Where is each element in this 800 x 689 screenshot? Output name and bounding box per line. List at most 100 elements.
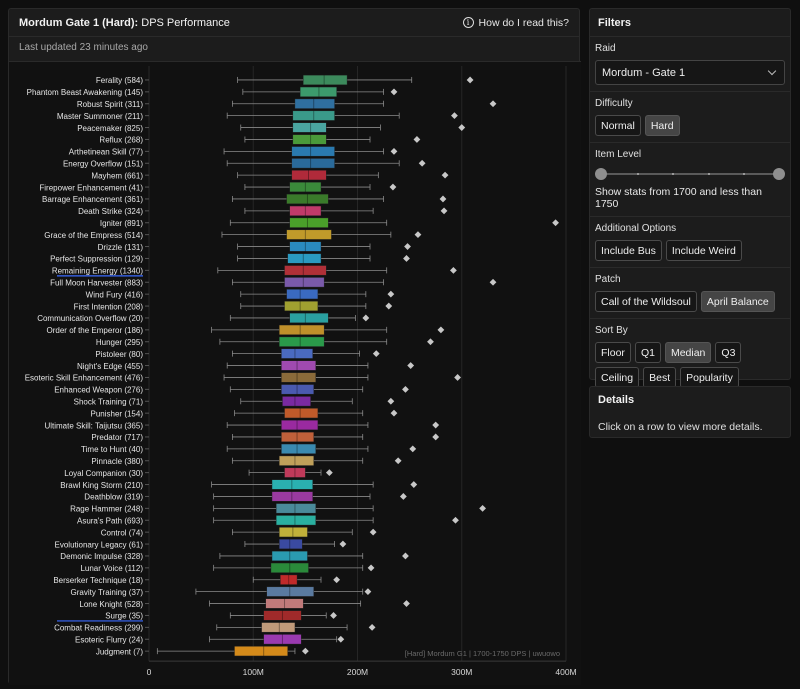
chart-row[interactable]: Hunger (295) xyxy=(96,336,434,347)
chart-row[interactable]: Rage Hammer (248) xyxy=(70,503,486,514)
chart-row[interactable]: Death Strike (324) xyxy=(78,205,448,216)
chart-row[interactable]: Ferality (584) xyxy=(96,74,474,85)
chart-row[interactable]: Firepower Enhancement (41) xyxy=(39,182,397,192)
chart-row[interactable]: Esoteric Flurry (24) xyxy=(75,634,345,644)
chart-row[interactable]: Remaining Energy (1340) xyxy=(52,265,457,277)
chart-row[interactable]: Master Summoner (211) xyxy=(57,110,458,121)
chart-row[interactable]: Time to Hunt (40) xyxy=(81,443,417,454)
iqr-box xyxy=(291,170,327,181)
outlier-point xyxy=(330,612,337,619)
chart-row[interactable]: Communication Overflow (20) xyxy=(37,312,370,323)
chart-row[interactable]: Surge (35) xyxy=(57,610,337,622)
chart-row[interactable]: Lone Knight (528) xyxy=(79,598,410,609)
chart-row[interactable]: Barrage Enhancement (361) xyxy=(42,193,447,204)
item-level-slider[interactable] xyxy=(595,166,785,182)
sort-option-button[interactable]: Popularity xyxy=(680,367,739,388)
difficulty-option-button[interactable]: Normal xyxy=(595,115,641,136)
row-label: Order of the Emperor (186) xyxy=(47,326,144,335)
chart-row[interactable]: Predator (717) xyxy=(91,431,440,442)
chart-row[interactable]: Drizzle (131) xyxy=(98,241,411,252)
row-label: Night's Edge (455) xyxy=(77,362,143,371)
chart-row[interactable]: Ultimate Skill: Taijutsu (365) xyxy=(44,420,440,431)
chart-row[interactable]: Brawl King Storm (210) xyxy=(60,479,418,490)
chart-row[interactable]: Igniter (891) xyxy=(100,217,559,228)
chart-row[interactable]: Combat Readiness (299) xyxy=(54,622,376,633)
chart-row[interactable]: Wind Fury (416) xyxy=(86,289,395,299)
chart-row[interactable]: Esoteric Skill Enhancement (476) xyxy=(25,372,461,383)
iqr-box xyxy=(279,527,308,538)
row-label: Full Moon Harvester (883) xyxy=(50,278,143,287)
chart-row[interactable]: Lunar Voice (112) xyxy=(80,562,375,573)
iqr-box xyxy=(286,229,332,240)
raid-select[interactable]: Mordum - Gate 1 xyxy=(595,60,785,85)
outlier-point xyxy=(390,147,398,155)
slider-min-handle[interactable] xyxy=(595,168,607,180)
outlier-point xyxy=(403,600,410,607)
patch-option-button[interactable]: Call of the Wildsoul xyxy=(595,291,697,312)
row-label: Robust Spirit (311) xyxy=(77,100,143,109)
chart-row[interactable]: Mayhem (661) xyxy=(91,170,449,181)
difficulty-option-button[interactable]: Hard xyxy=(644,115,680,136)
iqr-box xyxy=(299,86,337,97)
raid-section: Raid Mordum - Gate 1 xyxy=(590,37,790,92)
additional-options: Include Bus Include Weird xyxy=(595,240,785,261)
chart-row[interactable]: Judgment (7) xyxy=(96,646,309,656)
chart-row[interactable]: Night's Edge (455) xyxy=(77,360,415,371)
row-label: Berserker Technique (18) xyxy=(53,576,143,585)
x-tick-label: 0 xyxy=(147,667,152,677)
chart-row[interactable]: Grace of the Empress (514) xyxy=(44,229,422,240)
chart-row[interactable]: Reflux (268) xyxy=(99,134,421,145)
iqr-box xyxy=(286,289,319,300)
slider-max-handle[interactable] xyxy=(773,168,785,180)
sort-option-button[interactable]: Q1 xyxy=(634,342,661,363)
chart-row[interactable]: Order of the Emperor (186) xyxy=(47,324,445,335)
iqr-box xyxy=(281,348,313,359)
iqr-box xyxy=(292,134,327,145)
chart-row[interactable]: Berserker Technique (18) xyxy=(53,574,341,585)
chart-row[interactable]: Control (74) xyxy=(101,527,377,537)
chart-row[interactable]: Demonic Impulse (328) xyxy=(60,550,409,561)
chart-row[interactable]: Enhanced Weapon (276) xyxy=(54,384,409,395)
iqr-box xyxy=(289,241,322,252)
chart-row[interactable]: First Intention (208) xyxy=(74,301,393,311)
additional-option-button[interactable]: Include Bus xyxy=(595,240,662,261)
chart-row[interactable]: Phantom Beast Awakening (145) xyxy=(27,86,398,97)
outlier-point xyxy=(364,588,372,596)
outlier-point xyxy=(362,314,370,322)
chart-row[interactable]: Evolutionary Legacy (61) xyxy=(55,539,347,549)
outlier-point xyxy=(479,504,486,512)
patch-option-button[interactable]: April Balance xyxy=(700,291,775,312)
chart-row[interactable]: Perfect Suppression (129) xyxy=(50,253,410,264)
chart-row[interactable]: Pinnacle (380) xyxy=(91,455,402,466)
chart-row[interactable]: Arthetinean Skill (77) xyxy=(69,146,398,157)
sort-option-button[interactable]: Q3 xyxy=(715,342,742,363)
chart-row[interactable]: Asura's Path (693) xyxy=(77,515,459,525)
chart-row[interactable]: Deathblow (319) xyxy=(84,491,407,502)
row-label: Predator (717) xyxy=(91,433,143,442)
additional-label: Additional Options xyxy=(595,223,677,234)
details-panel: Details Click on a row to view more deta… xyxy=(589,386,791,438)
chart-row[interactable]: Pistoleer (80) xyxy=(95,348,380,359)
chart-row[interactable]: Energy Overflow (151) xyxy=(63,158,426,168)
chart-row[interactable]: Peacemaker (825) xyxy=(77,122,466,133)
sort-option-button[interactable]: Median xyxy=(664,342,712,363)
sort-option-button[interactable]: Ceiling xyxy=(595,367,640,388)
chart-row[interactable]: Gravity Training (37) xyxy=(71,586,372,597)
raid-value: Mordum - Gate 1 xyxy=(602,66,686,79)
sort-option-button[interactable]: Floor xyxy=(595,342,631,363)
additional-option-button[interactable]: Include Weird xyxy=(665,240,742,261)
iqr-box xyxy=(275,515,316,526)
chart-row[interactable]: Shock Training (71) xyxy=(74,396,395,406)
chart-row[interactable]: Loyal Companion (30) xyxy=(64,467,333,478)
row-label: Death Strike (324) xyxy=(78,207,143,216)
chart-row[interactable]: Full Moon Harvester (883) xyxy=(50,277,497,287)
row-label: Hunger (295) xyxy=(96,338,143,347)
outlier-point xyxy=(427,338,434,346)
help-link[interactable]: i How do I read this? xyxy=(462,17,569,29)
sort-option-button[interactable]: Best xyxy=(643,367,677,388)
sort-section: Sort By Floor Q1 Median Q3 Ceiling Best Popula… xyxy=(590,319,790,394)
chart-row[interactable]: Robust Spirit (311) xyxy=(77,98,497,109)
chart-row[interactable]: Punisher (154) xyxy=(91,408,398,418)
row-label: Time to Hunt (40) xyxy=(81,445,143,454)
iqr-box xyxy=(281,420,319,431)
